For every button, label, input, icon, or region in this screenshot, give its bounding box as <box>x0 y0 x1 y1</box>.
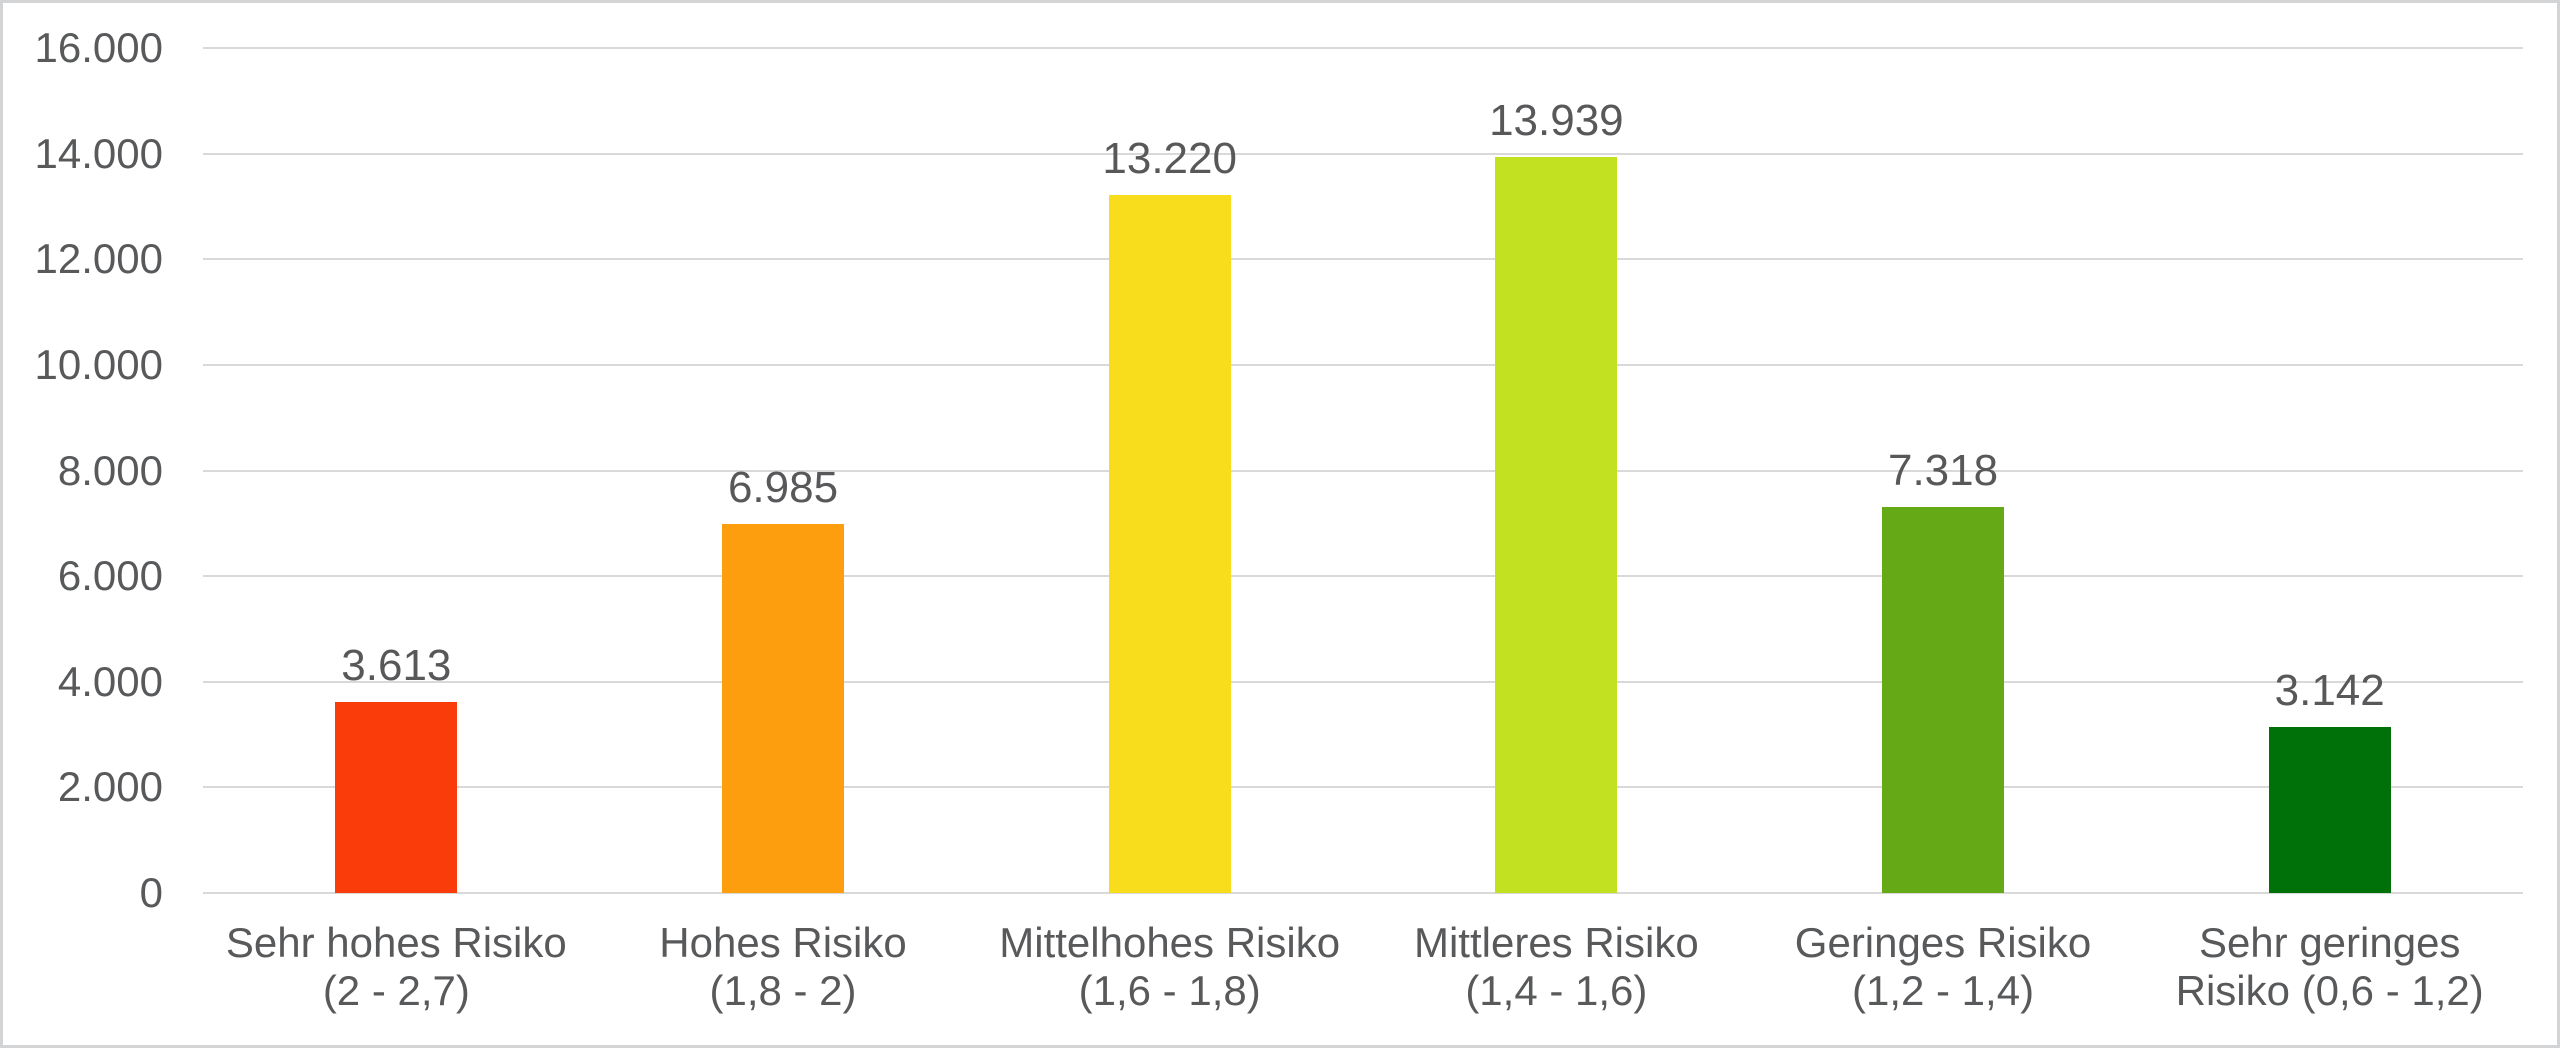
gridline <box>203 680 2523 683</box>
bar-slot: 13.939 <box>1363 48 1750 893</box>
y-tick-label: 2.000 <box>57 763 163 811</box>
bar-value-label: 3.142 <box>2274 666 2385 716</box>
y-tick-label: 6.000 <box>57 552 163 600</box>
y-tick-label: 12.000 <box>34 235 163 283</box>
x-category-label: Mittelhohes Risiko (1,6 - 1,8) <box>976 919 1363 1015</box>
gridline <box>203 363 2523 366</box>
gridline <box>203 469 2523 472</box>
bar-value-label: 7.318 <box>1887 445 1999 495</box>
x-category-label-line: Sehr geringes <box>2198 919 2461 966</box>
bar-slot: 3.142 <box>2136 48 2523 893</box>
bar-6[interactable] <box>2268 727 2391 893</box>
x-category-label-line: Mittleres Risiko <box>1413 919 1699 966</box>
bar-5[interactable] <box>1882 506 2005 893</box>
x-category-label-line: (1,2 - 1,4) <box>1851 967 2035 1014</box>
bar-slot: 7.318 <box>1750 48 2137 893</box>
y-tick-label: 16.000 <box>34 24 163 71</box>
gridline <box>203 786 2523 789</box>
y-tick-label: 14.000 <box>34 129 163 177</box>
bar-slot: 13.220 <box>976 48 1363 893</box>
bar-value-label: 13.939 <box>1489 95 1624 145</box>
x-category-label: Hohes Risiko (1,8 - 2) <box>590 919 977 1015</box>
x-category-label-line: Sehr hohes Risiko <box>225 919 567 966</box>
x-category-label-line: Geringes Risiko <box>1794 919 2092 966</box>
gridline <box>203 892 2523 894</box>
x-category-label: Sehr geringes Risiko (0,6 - 1,2) <box>2136 919 2523 1015</box>
x-category-label: Sehr hohes Risiko (2 - 2,7) <box>203 919 590 1015</box>
x-category-label-line: Risiko (0,6 - 1,2) <box>2175 967 2484 1014</box>
bar-value-label: 3.613 <box>341 641 452 691</box>
y-tick-label: 0 <box>139 869 163 916</box>
y-axis: 0 2.000 4.000 6.000 8.000 10.000 12.000 14.000 1… <box>3 24 163 916</box>
x-axis: Sehr hohes Risiko (2 - 2,7) Hohes Risiko (1… <box>203 919 2523 1015</box>
x-category-label-line: Mittelhohes Risiko <box>999 919 1341 966</box>
x-category-label-line: (1,8 - 2) <box>709 967 857 1014</box>
gridline <box>203 258 2523 261</box>
y-tick-label: 8.000 <box>57 446 163 494</box>
y-tick-label: 10.000 <box>34 340 163 388</box>
plot-area: 3.613 6.985 13.220 13.939 7.318 3.142 <box>203 47 2523 894</box>
bar-slot: 6.985 <box>590 48 977 893</box>
x-category-label: Geringes Risiko (1,2 - 1,4) <box>1750 919 2137 1015</box>
bar-1[interactable] <box>335 702 458 893</box>
x-category-label: Mittleres Risiko (1,4 - 1,6) <box>1363 919 1750 1015</box>
bar-slots: 3.613 6.985 13.220 13.939 7.318 3.142 <box>203 48 2523 893</box>
y-tick-label: 4.000 <box>57 657 163 705</box>
x-category-label-line: Hohes Risiko <box>659 919 907 966</box>
x-category-label-line: (2 - 2,7) <box>322 967 470 1014</box>
bar-slot: 3.613 <box>203 48 590 893</box>
bar-4[interactable] <box>1495 156 1618 893</box>
gridline <box>203 575 2523 578</box>
bar-value-label: 6.985 <box>727 463 839 513</box>
x-category-label-line: (1,6 - 1,8) <box>1078 967 1261 1014</box>
gridline <box>203 152 2523 155</box>
x-category-label-line: (1,4 - 1,6) <box>1465 967 1648 1014</box>
bar-value-label: 13.220 <box>1102 133 1237 183</box>
gridline <box>203 47 2523 49</box>
bar-2[interactable] <box>722 524 844 893</box>
bar-3[interactable] <box>1108 194 1231 893</box>
